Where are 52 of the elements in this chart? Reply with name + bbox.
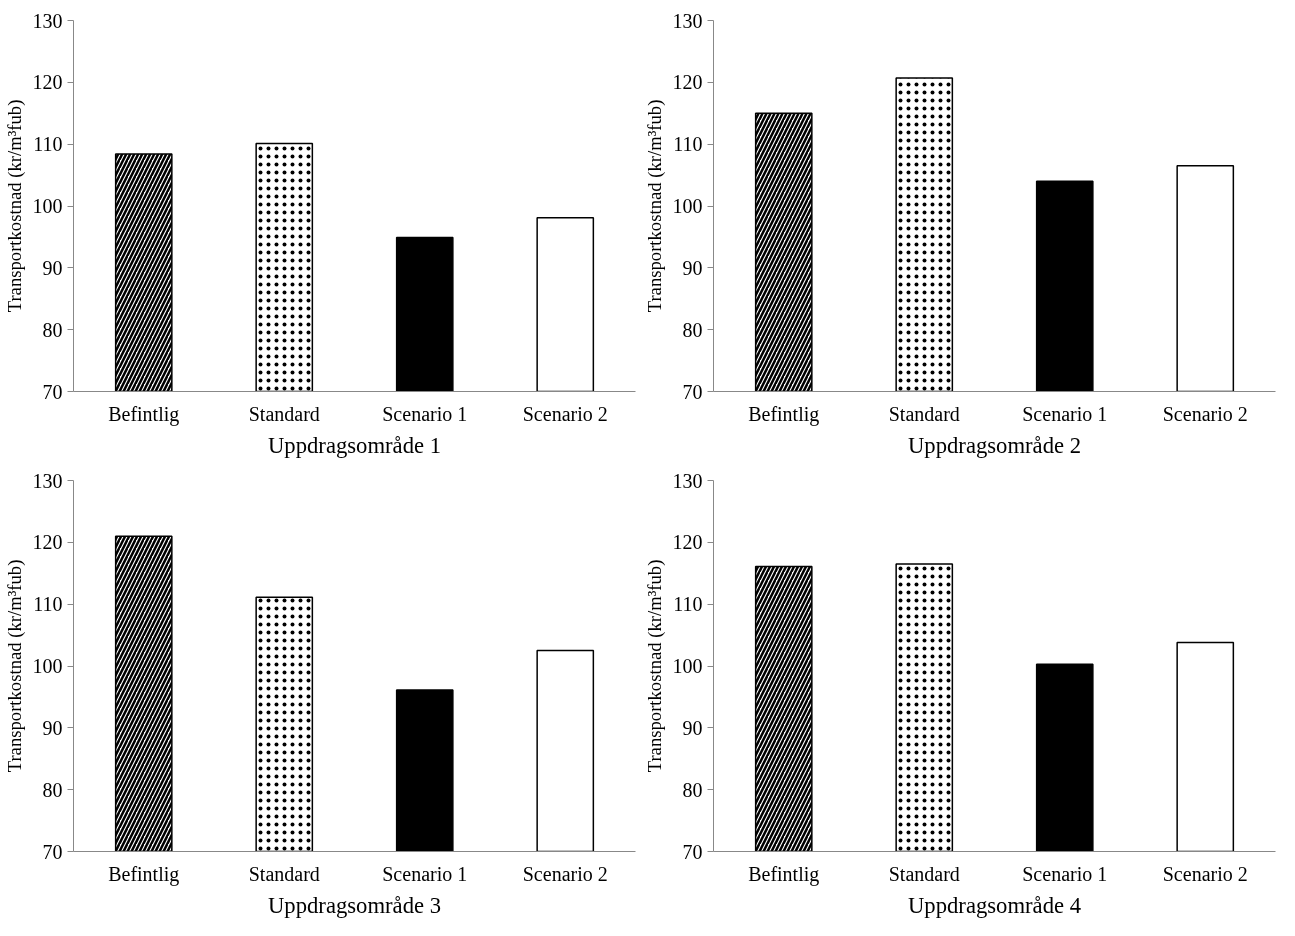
y-axis-title: Transportkostnad (kr/m³fub) <box>3 559 26 773</box>
y-tick-label: 120 <box>32 531 63 554</box>
y-tick-label: 130 <box>32 9 63 32</box>
x-tick-label: Scenario 1 <box>1022 402 1108 425</box>
y-tick-label: 100 <box>672 655 703 677</box>
x-tick-label: Scenario 1 <box>382 402 468 425</box>
x-tick-label: Befintlig <box>748 862 820 886</box>
y-tick-label: 110 <box>33 133 63 156</box>
y-tick-label: 80 <box>42 778 63 801</box>
y-tick-label: 70 <box>682 380 703 403</box>
y-tick-label: 110 <box>33 593 63 616</box>
x-axis-title: Uppdragsområde 3 <box>267 892 442 918</box>
x-tick-label: Standard <box>248 862 320 885</box>
x-tick-label: Befintlig <box>108 862 180 886</box>
y-tick-label: 130 <box>672 469 703 492</box>
y-tick-label: 80 <box>682 318 703 341</box>
y-tick-label: 110 <box>673 133 703 156</box>
y-tick-label: 110 <box>673 593 703 616</box>
x-tick-label: Scenario 1 <box>1022 862 1108 885</box>
y-tick-label: 120 <box>672 531 703 554</box>
y-tick-label: 70 <box>682 840 703 863</box>
y-tick-label: 90 <box>42 256 63 279</box>
y-tick-label: 80 <box>682 778 703 801</box>
y-tick-label: 70 <box>42 380 63 403</box>
x-tick-label: Standard <box>888 862 960 885</box>
x-tick-label: Scenario 2 <box>522 862 608 885</box>
y-tick-label: 100 <box>672 195 703 217</box>
y-tick-label: 90 <box>682 256 703 279</box>
y-tick-label: 120 <box>672 71 703 94</box>
y-tick-label: 70 <box>42 840 63 863</box>
y-tick-label: 100 <box>32 195 63 217</box>
x-axis-title: Uppdragsområde 4 <box>907 892 1082 918</box>
x-tick-label: Standard <box>888 402 960 425</box>
x-tick-label: Befintlig <box>748 402 820 426</box>
y-tick-label: 90 <box>682 716 703 739</box>
y-tick-label: 120 <box>32 71 63 94</box>
y-axis-title: Transportkostnad (kr/m³fub) <box>643 99 666 313</box>
y-tick-label: 130 <box>672 9 703 32</box>
y-axis-title: Transportkostnad (kr/m³fub) <box>3 99 26 313</box>
x-tick-label: Befintlig <box>108 402 180 426</box>
x-tick-label: Scenario 2 <box>1162 862 1248 885</box>
y-tick-label: 130 <box>32 469 63 492</box>
x-axis-title: Uppdragsområde 1 <box>267 432 442 458</box>
y-tick-label: 90 <box>42 716 63 739</box>
x-tick-label: Scenario 1 <box>382 862 468 885</box>
x-tick-label: Standard <box>248 402 320 425</box>
y-tick-label: 80 <box>42 318 63 341</box>
y-tick-label: 100 <box>32 655 63 677</box>
y-axis-title: Transportkostnad (kr/m³fub) <box>643 559 666 773</box>
x-axis-title: Uppdragsområde 2 <box>907 432 1082 458</box>
x-tick-label: Scenario 2 <box>1162 402 1248 425</box>
x-tick-label: Scenario 2 <box>522 402 608 425</box>
